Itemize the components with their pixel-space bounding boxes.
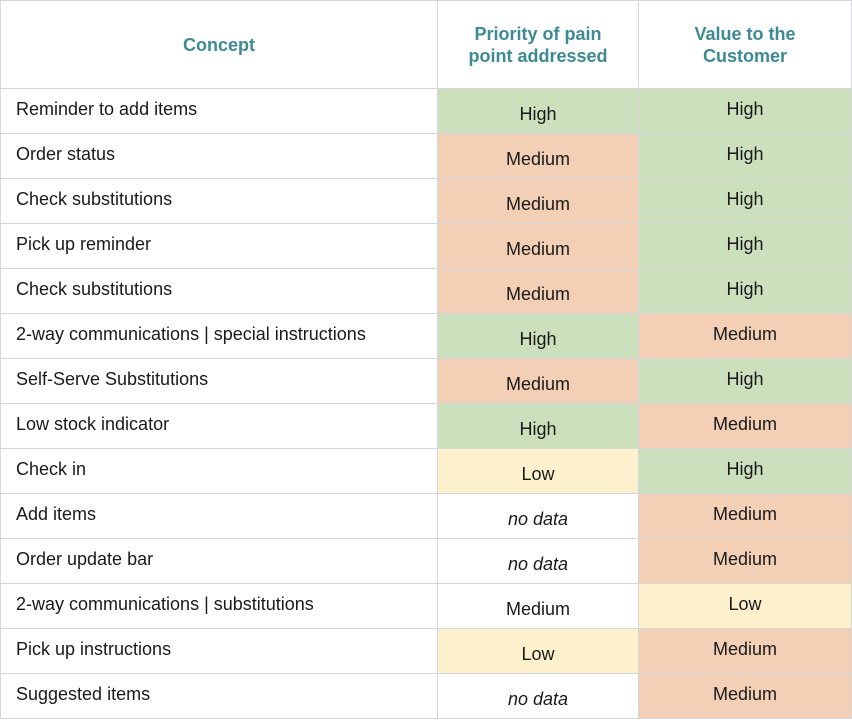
value-cell: High <box>638 88 852 134</box>
value-cell: High <box>638 358 852 404</box>
value-cell: High <box>638 268 852 314</box>
value-cell: High <box>638 133 852 179</box>
value-cell: High <box>638 178 852 224</box>
table-row: 2-way communications | special instructi… <box>0 313 852 359</box>
value-cell: Low <box>638 583 852 629</box>
header-priority: Priority of pain point addressed <box>437 0 639 89</box>
priority-cell: no data <box>437 493 639 539</box>
table-row: Add items no data Medium <box>0 493 852 539</box>
value-cell: High <box>638 448 852 494</box>
table-row: Suggested items no data Medium <box>0 673 852 719</box>
concept-cell: Pick up reminder <box>0 223 438 269</box>
value-cell: Medium <box>638 628 852 674</box>
priority-cell: Medium <box>437 358 639 404</box>
table-row: Pick up instructions Low Medium <box>0 628 852 674</box>
concept-cell: Add items <box>0 493 438 539</box>
table-row: Check substitutions Medium High <box>0 178 852 224</box>
concept-cell: 2-way communications | substitutions <box>0 583 438 629</box>
value-cell: Medium <box>638 673 852 719</box>
table-row: Reminder to add items High High <box>0 88 852 134</box>
priority-cell: Low <box>437 628 639 674</box>
header-concept: Concept <box>0 0 438 89</box>
value-cell: Medium <box>638 403 852 449</box>
table-row: Check in Low High <box>0 448 852 494</box>
table-row: Check substitutions Medium High <box>0 268 852 314</box>
table-row: Order status Medium High <box>0 133 852 179</box>
priority-cell: no data <box>437 673 639 719</box>
concept-cell: Order status <box>0 133 438 179</box>
value-cell: Medium <box>638 493 852 539</box>
header-value-label: Value to the Customer <box>694 23 796 66</box>
table-body: Reminder to add items High High Order statu… <box>0 88 852 719</box>
priority-cell: Medium <box>437 583 639 629</box>
priority-cell: Low <box>437 448 639 494</box>
concept-cell: 2-way communications | special instructi… <box>0 313 438 359</box>
priority-cell: Medium <box>437 178 639 224</box>
concept-cell: Suggested items <box>0 673 438 719</box>
header-row: Concept Priority of pain point addressed… <box>0 0 852 89</box>
concept-cell: Order update bar <box>0 538 438 584</box>
concept-cell: Check substitutions <box>0 178 438 224</box>
priority-cell: Medium <box>437 223 639 269</box>
value-cell: Medium <box>638 538 852 584</box>
concept-cell: Check in <box>0 448 438 494</box>
table-row: Self-Serve Substitutions Medium High <box>0 358 852 404</box>
priority-cell: no data <box>437 538 639 584</box>
concept-cell: Pick up instructions <box>0 628 438 674</box>
concept-cell: Check substitutions <box>0 268 438 314</box>
priority-cell: High <box>437 313 639 359</box>
value-cell: High <box>638 223 852 269</box>
value-cell: Medium <box>638 313 852 359</box>
concept-cell: Low stock indicator <box>0 403 438 449</box>
header-value: Value to the Customer <box>638 0 852 89</box>
concept-cell: Reminder to add items <box>0 88 438 134</box>
table-row: 2-way communications | substitutions Medi… <box>0 583 852 629</box>
table-row: Low stock indicator High Medium <box>0 403 852 449</box>
priority-cell: Medium <box>437 133 639 179</box>
priority-cell: Medium <box>437 268 639 314</box>
table-row: Pick up reminder Medium High <box>0 223 852 269</box>
priority-cell: High <box>437 403 639 449</box>
header-priority-label: Priority of pain point addressed <box>468 23 608 66</box>
table-row: Order update bar no data Medium <box>0 538 852 584</box>
concept-cell: Self-Serve Substitutions <box>0 358 438 404</box>
priority-cell: High <box>437 88 639 134</box>
